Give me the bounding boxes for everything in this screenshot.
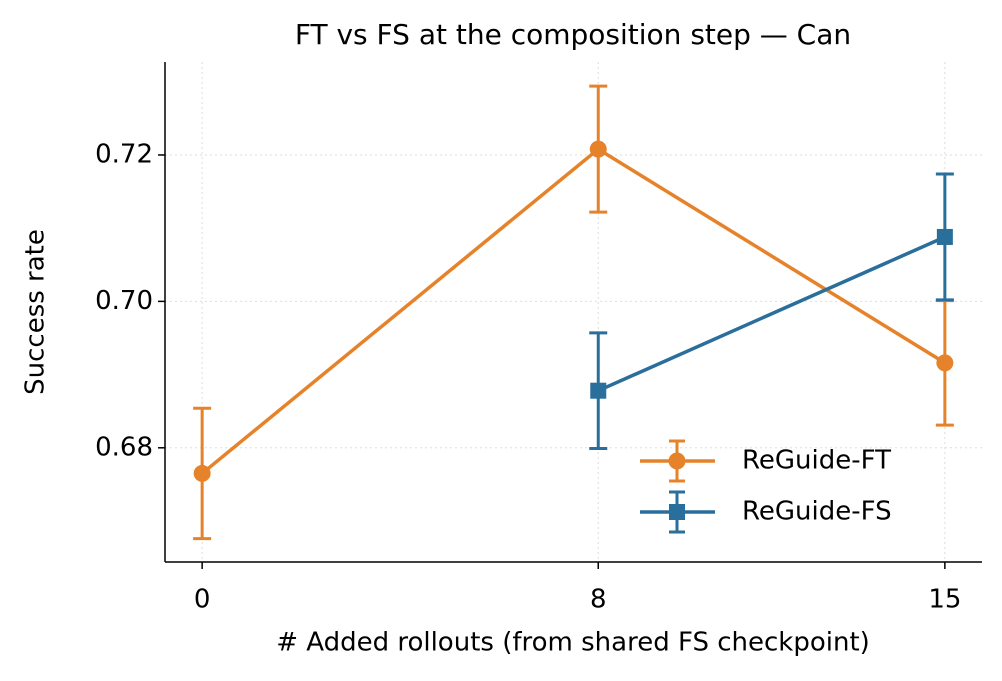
point <box>936 354 954 372</box>
point <box>590 382 607 399</box>
x-tick-label: 8 <box>590 585 607 615</box>
point <box>936 228 953 245</box>
x-axis-label: # Added rollouts (from shared FS checkpo… <box>276 628 870 658</box>
point <box>589 140 607 158</box>
chart-title: FT vs FS at the composition step — Can <box>295 18 851 51</box>
legend-marker <box>668 452 686 470</box>
y-tick-label: 0.68 <box>95 432 153 462</box>
y-tick-label: 0.70 <box>95 286 153 316</box>
series-line <box>597 235 946 393</box>
x-tick-label: 0 <box>194 585 211 615</box>
y-axis-label: Success rate <box>21 229 51 395</box>
y-tick-label: 0.72 <box>95 139 153 169</box>
series-line <box>201 146 946 475</box>
legend-marker <box>669 504 685 520</box>
legend-label: ReGuide-FT <box>742 446 891 476</box>
legend-label: ReGuide-FS <box>742 497 892 527</box>
x-tick-label: 15 <box>928 585 961 615</box>
point <box>193 464 211 482</box>
